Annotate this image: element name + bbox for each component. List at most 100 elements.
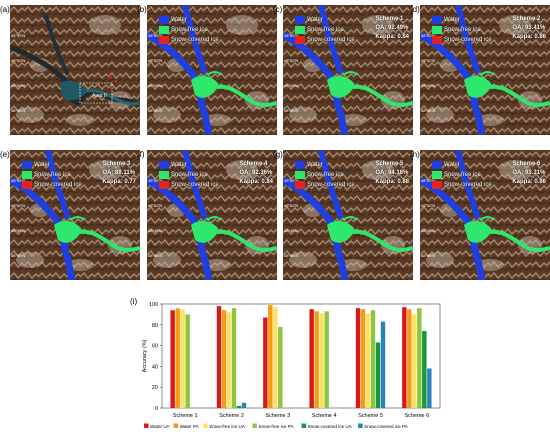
bar bbox=[216, 306, 222, 408]
y-tick-label: 80 bbox=[152, 323, 158, 329]
map-legend-item: Snow-free ice bbox=[432, 25, 492, 35]
legend-label: Water UA bbox=[150, 424, 171, 429]
metric-oa: OA: 94.18% bbox=[375, 170, 409, 176]
map-legend: Water Snow-free ice Snow-covered ice bbox=[295, 15, 355, 45]
panel-label: (g) bbox=[273, 150, 283, 159]
map-legend-item: Snow-free ice bbox=[22, 170, 82, 180]
legend-swatch bbox=[22, 181, 32, 189]
legend-label: Snow-free ice PA bbox=[258, 424, 294, 429]
y-tick-label: 20 bbox=[152, 385, 158, 391]
metric-scheme: Scheme 2 bbox=[512, 16, 541, 22]
metric-oa: OA: 89.11% bbox=[102, 170, 135, 176]
bar bbox=[355, 308, 361, 408]
latitude-tick: 48°52'N bbox=[11, 203, 26, 208]
map-panel: 48°55'N 48°52'N 48°49'N 48°46'N Water Snow-fr… bbox=[283, 5, 413, 135]
latitude-tick: 48°55'N bbox=[421, 33, 436, 38]
satellite-map bbox=[10, 150, 140, 280]
legend-swatch bbox=[301, 423, 307, 428]
bar bbox=[309, 309, 314, 408]
accuracy-chart: (i) 0 20 40 60 80 100 Accuracy (%) Scheme 1 Schem… bbox=[128, 296, 446, 441]
legend-label: Snow-covered ice bbox=[307, 182, 355, 188]
metric-oa: OA: 93.31% bbox=[512, 170, 546, 176]
legend-label: Snow-free ice bbox=[307, 27, 344, 33]
satellite-map bbox=[147, 5, 277, 135]
latitude-tick: 48°55'N bbox=[284, 33, 299, 38]
legend-label: Snow-free ice UA bbox=[209, 424, 246, 429]
legend-swatch bbox=[159, 16, 169, 24]
bar bbox=[175, 308, 180, 408]
latitude-tick: 48°49'N bbox=[148, 228, 163, 233]
legend-label: Snow-free ice bbox=[171, 27, 208, 33]
legend-swatch bbox=[159, 181, 169, 189]
map-legend-item: Snow-free ice bbox=[432, 170, 492, 180]
latitude-tick: 48°52'N bbox=[284, 58, 299, 63]
accuracy-metrics: Scheme 6 OA: 93.31% Kappa: 0.86 bbox=[512, 160, 546, 187]
metric-kappa: Kappa: 0.77 bbox=[102, 179, 136, 185]
bar bbox=[402, 307, 407, 408]
latitude-tick: 48°49'N bbox=[284, 228, 299, 233]
legend-swatch bbox=[432, 16, 442, 24]
metric-oa: OA: 92.49% bbox=[375, 25, 409, 31]
bar bbox=[422, 331, 427, 408]
bar bbox=[268, 305, 273, 408]
legend-swatch bbox=[203, 423, 208, 428]
bar bbox=[221, 310, 227, 408]
y-tick-label: 0 bbox=[155, 406, 158, 412]
bar bbox=[263, 317, 268, 408]
bar bbox=[226, 312, 232, 408]
panel-label: (e) bbox=[0, 150, 10, 159]
latitude-tick: 48°46'N bbox=[284, 253, 299, 258]
map-legend-item: Snow-covered ice bbox=[295, 35, 355, 45]
bar bbox=[380, 321, 386, 408]
x-tick-label: Scheme 1 bbox=[173, 413, 198, 419]
bar bbox=[231, 308, 237, 408]
bar bbox=[365, 313, 371, 408]
map-legend-item: Snow-covered ice bbox=[295, 180, 355, 190]
legend-swatch bbox=[432, 36, 442, 44]
accuracy-metrics: Scheme 5 OA: 94.18% Kappa: 0.88 bbox=[375, 160, 409, 187]
latitude-tick: 48°55'N bbox=[284, 178, 299, 183]
legend-label: Snow-covered ice bbox=[171, 182, 219, 188]
accuracy-metrics: Scheme 4 OA: 92.36% Kappa: 0.84 bbox=[239, 160, 273, 187]
map-legend-item: Water bbox=[159, 15, 219, 25]
latitude-tick: 48°46'N bbox=[421, 108, 436, 113]
y-tick-label: 100 bbox=[149, 302, 158, 308]
accuracy-metrics: Scheme 1 OA: 92.49% Kappa: 0.84 bbox=[375, 15, 409, 42]
x-tick-label: Scheme 4 bbox=[312, 413, 337, 419]
legend-label: Snow-free ice bbox=[444, 27, 481, 33]
legend-swatch bbox=[295, 171, 305, 179]
map-panel: 48°55'N 48°52'N 48°49'N 48°46'N Water Snow-fr… bbox=[147, 150, 277, 280]
legend-swatch bbox=[295, 181, 305, 189]
x-tick-label: Scheme 6 bbox=[404, 413, 429, 419]
latitude-tick: 48°46'N bbox=[148, 108, 163, 113]
latitude-tick: 48°49'N bbox=[148, 83, 163, 88]
satellite-map: Area II bbox=[10, 5, 140, 135]
bar bbox=[407, 309, 412, 408]
latitude-tick: 48°46'N bbox=[421, 253, 436, 258]
metric-scheme: Scheme 5 bbox=[375, 161, 404, 167]
bar bbox=[319, 313, 324, 408]
map-legend-item: Snow-covered ice bbox=[432, 180, 492, 190]
legend-label: Water bbox=[34, 162, 50, 168]
metric-kappa: Kappa: 0.86 bbox=[512, 179, 546, 185]
bar bbox=[360, 309, 366, 408]
legend-swatch bbox=[295, 36, 305, 44]
legend-swatch bbox=[432, 181, 442, 189]
latitude-tick: 48°49'N bbox=[421, 228, 436, 233]
legend-swatch bbox=[358, 423, 363, 428]
map-legend: Water Snow-free ice Snow-covered ice bbox=[22, 160, 82, 190]
legend-label: Water bbox=[171, 17, 187, 23]
legend-label: Snow-covered ice PA bbox=[364, 424, 409, 429]
legend-label: Water bbox=[171, 162, 187, 168]
map-legend-item: Snow-free ice bbox=[159, 170, 219, 180]
bar bbox=[412, 314, 417, 408]
bar bbox=[170, 310, 175, 408]
legend-label: Water bbox=[307, 17, 323, 23]
legend-label: Snow-covered ice bbox=[307, 37, 355, 43]
metric-scheme: Scheme 4 bbox=[239, 161, 268, 167]
chart-label: (i) bbox=[130, 297, 137, 306]
legend-swatch bbox=[159, 26, 169, 34]
bar bbox=[417, 308, 422, 408]
legend-swatch bbox=[22, 161, 32, 169]
y-tick-label: 40 bbox=[152, 364, 158, 370]
